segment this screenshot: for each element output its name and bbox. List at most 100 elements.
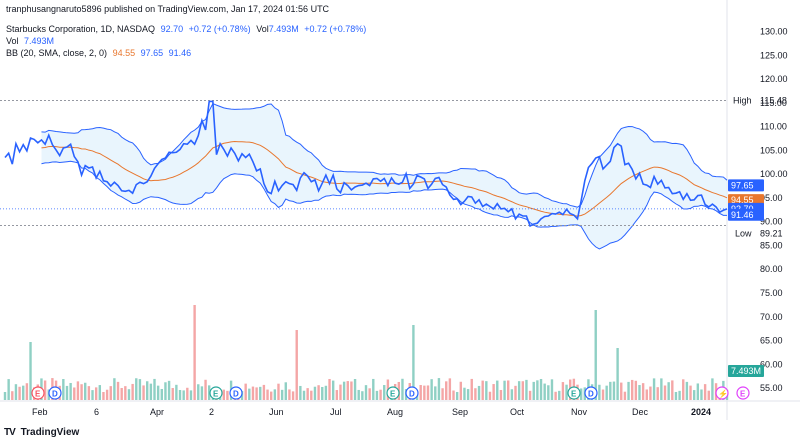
volume-bar xyxy=(525,379,528,400)
price-label-text: 7.493M xyxy=(731,366,761,376)
volume-bar xyxy=(601,389,605,400)
volume-bar xyxy=(441,388,444,400)
volume-bar xyxy=(627,381,630,400)
last-price: 92.70 xyxy=(160,24,184,34)
volume-bar xyxy=(364,385,368,400)
volume-bar xyxy=(350,381,353,400)
volume-bar xyxy=(536,380,539,400)
volume-bar xyxy=(620,382,623,400)
y-tick-label: 125.00 xyxy=(760,50,788,60)
badge-letter: E xyxy=(390,390,396,399)
volume-bar xyxy=(543,383,546,400)
volume-bar xyxy=(182,390,185,400)
volume-bar xyxy=(652,378,656,400)
bb-legend[interactable]: BB (20, SMA, close, 2, 0) 94.55 97.65 91… xyxy=(6,48,191,58)
volume-bar xyxy=(375,390,379,400)
x-tick-label: Nov xyxy=(571,407,588,417)
volume-bar xyxy=(186,387,189,400)
volume-bar xyxy=(430,379,433,400)
close-price-line xyxy=(4,100,728,228)
vol-inline-label: Vol xyxy=(256,24,269,34)
bb-upper-value: 97.65 xyxy=(140,48,164,58)
volume-bar xyxy=(521,381,524,400)
x-tick-label: Jul xyxy=(330,407,342,417)
volume-bar xyxy=(146,381,149,400)
y-tick-label: 130.00 xyxy=(760,27,788,37)
volume-bar xyxy=(87,386,91,400)
volume-bar xyxy=(671,380,674,400)
volume-bar xyxy=(43,380,47,400)
volume-bar xyxy=(138,379,142,400)
x-tick-label: Apr xyxy=(150,407,164,417)
volume-bar xyxy=(514,385,517,400)
bb-upper-line xyxy=(41,102,728,208)
volume-bar xyxy=(102,391,105,400)
y-tick-label: 100.00 xyxy=(760,169,788,179)
bb-basis-value: 94.55 xyxy=(112,48,136,58)
volume-bar xyxy=(638,385,641,400)
volume-bar xyxy=(109,386,112,400)
volume-bar xyxy=(357,389,360,400)
dividend-icon xyxy=(48,386,62,400)
volume-bar xyxy=(685,381,689,400)
volume-bar xyxy=(171,388,174,400)
vol-inline-value: 7.493M xyxy=(268,24,299,34)
brand-label: TradingView xyxy=(20,427,80,438)
y-tick-label: 85.00 xyxy=(760,240,783,250)
lightning-glyph: ⚡ xyxy=(718,389,728,399)
volume-bar xyxy=(565,384,568,400)
earnings-icon xyxy=(736,386,750,400)
volume-bar xyxy=(7,379,10,400)
bb-basis-line xyxy=(41,141,728,217)
symbol-name[interactable]: Starbucks Corporation, 1D, NASDAQ xyxy=(6,24,156,34)
price-change: +0.72 (+0.78%) xyxy=(188,24,251,34)
volume-bar xyxy=(711,378,714,400)
volume-bar xyxy=(510,389,514,400)
bb-lower-value: 91.46 xyxy=(168,48,192,58)
volume-bar xyxy=(663,385,667,400)
earnings-icon xyxy=(386,386,400,400)
volume-legend-label: Vol xyxy=(6,36,19,46)
volume-bar xyxy=(193,305,196,400)
volume-bar xyxy=(532,381,535,400)
price-label-upper xyxy=(728,179,764,192)
volume-bar xyxy=(605,385,608,400)
volume-bar xyxy=(474,388,477,400)
volume-bar xyxy=(445,381,448,400)
y-tick-label: 110.00 xyxy=(760,122,787,132)
volume-bar xyxy=(558,390,561,400)
volume-bar xyxy=(503,380,506,400)
low-marker-label: Low xyxy=(735,228,752,238)
volume-bar xyxy=(200,386,204,400)
volume-bar xyxy=(259,386,262,400)
volume-bar xyxy=(178,390,182,400)
volume-bar xyxy=(288,389,291,400)
volume-bar xyxy=(94,387,98,400)
bb-band-fill xyxy=(41,103,727,249)
footer-brand[interactable]: TV TradingView xyxy=(4,427,79,438)
volume-bar xyxy=(295,330,298,400)
volume-bar xyxy=(269,391,273,400)
volume-bar xyxy=(656,387,659,400)
badge-letter: D xyxy=(588,390,594,399)
volume-bar xyxy=(135,378,138,400)
volume-legend[interactable]: Vol 7.493M xyxy=(6,36,54,46)
volume-bar xyxy=(645,389,648,400)
high-marker-value: 115.48 xyxy=(760,96,787,106)
volume-bar xyxy=(419,385,422,400)
earnings-icon xyxy=(209,386,223,400)
y-tick-label: 75.00 xyxy=(760,288,783,298)
volume-bar xyxy=(273,389,277,400)
volume-bar xyxy=(197,384,200,400)
volume-bar xyxy=(452,390,455,400)
volume-bar xyxy=(65,385,69,400)
badge-letter: E xyxy=(740,390,746,399)
volume-bar xyxy=(226,390,229,400)
volume-bar xyxy=(485,381,488,400)
volume-bar xyxy=(149,383,153,400)
volume-bar xyxy=(251,386,255,400)
volume-bar xyxy=(437,378,441,400)
high-marker-label: High xyxy=(733,96,752,106)
volume-bar xyxy=(222,389,225,400)
